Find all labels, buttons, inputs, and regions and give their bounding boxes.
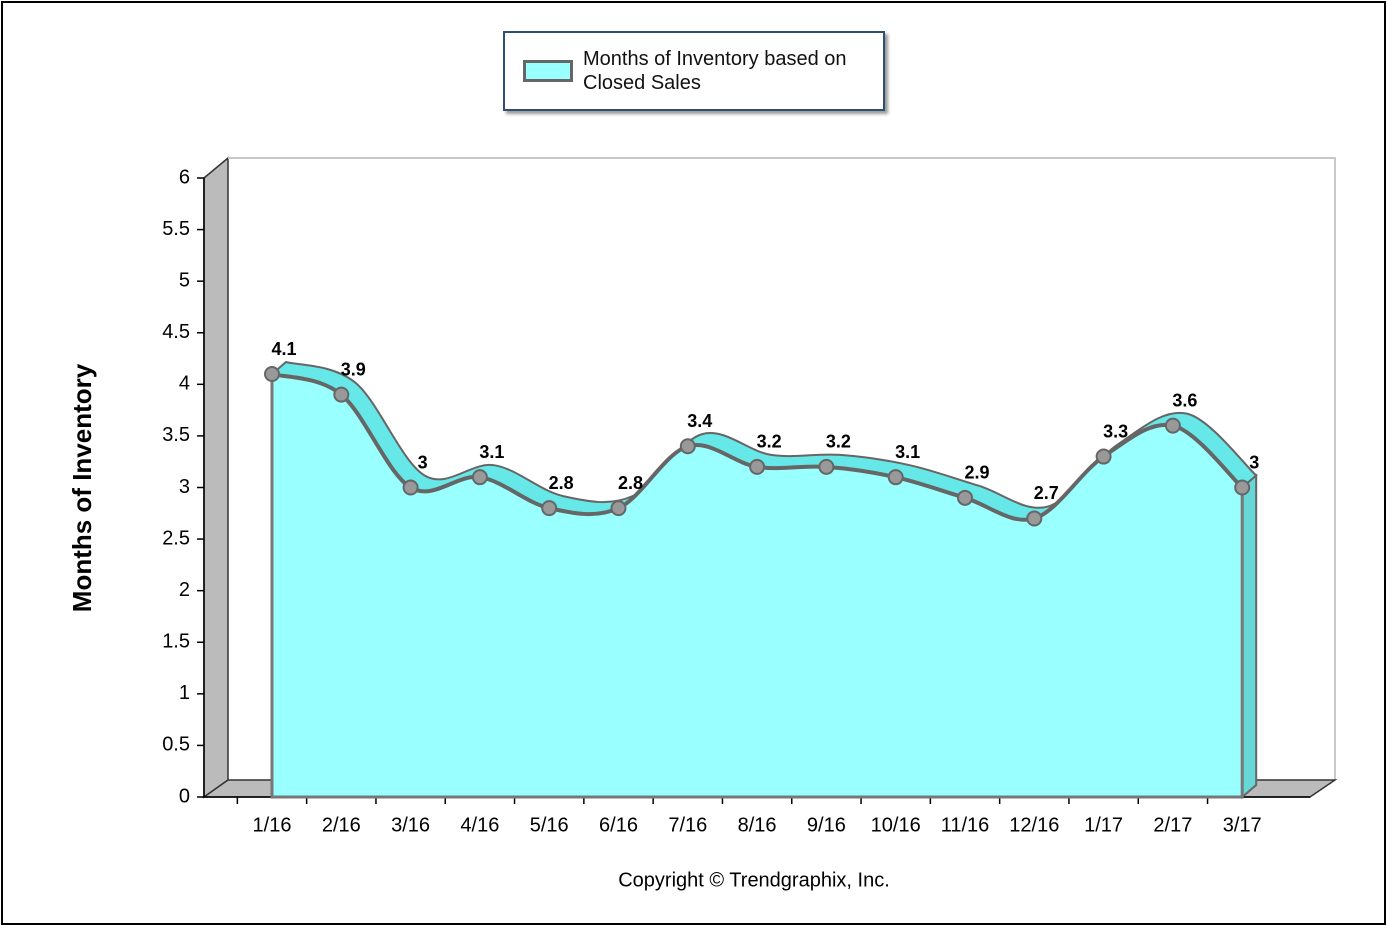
y-tick-label: 0.5: [162, 734, 190, 756]
y-tick-label: 5.5: [162, 218, 190, 240]
x-tick-label: 1/16: [253, 814, 292, 836]
data-label: 3: [418, 452, 428, 472]
y-tick-label: 2.5: [162, 527, 190, 549]
data-label: 2.8: [549, 473, 574, 493]
x-tick-label: 1/17: [1084, 814, 1123, 836]
y-tick-label: 4.5: [162, 321, 190, 343]
side-wall: [203, 156, 229, 799]
point: [333, 386, 350, 403]
x-tick-label: 2/16: [322, 814, 361, 836]
point: [1164, 417, 1181, 434]
x-tick-label: 6/16: [599, 814, 638, 836]
point: [264, 366, 280, 383]
data-label: 3.1: [479, 442, 504, 462]
x-tick-label: 9/16: [807, 814, 846, 836]
data-label: 2.7: [1034, 483, 1059, 503]
x-tick-label: 10/16: [871, 814, 921, 836]
legend: Months of Inventory based on Closed Sale…: [503, 31, 885, 111]
point: [749, 458, 766, 475]
y-axis-title: Months of Inventory: [67, 363, 97, 612]
plot: 0 0.5 1 1.5 2 2.5 3 3.5 4 4.5 5 5.5 6 1/16 2/16 3/16 4/1…: [162, 166, 1261, 836]
point: [887, 469, 904, 486]
x-tick-label: 8/16: [738, 814, 777, 836]
data-label: 3.4: [687, 411, 712, 431]
point: [1026, 510, 1043, 527]
y-tick-label: 0: [179, 785, 190, 807]
point: [610, 500, 627, 517]
y-tick-label: 6: [179, 166, 190, 188]
data-label: 3: [1249, 452, 1259, 472]
data-label: 2.8: [618, 473, 643, 493]
copyright: Copyright © Trendgraphix, Inc.: [618, 869, 890, 891]
y-tick-label: 3.5: [162, 424, 190, 446]
data-label: 3.2: [757, 432, 782, 452]
data-label: 2.9: [964, 463, 989, 483]
data-label: 3.2: [826, 432, 851, 452]
x-tick-label: 12/16: [1009, 814, 1059, 836]
legend-label: Months of Inventory based on Closed Sale…: [583, 48, 847, 94]
x-tick-label: 4/16: [460, 814, 499, 836]
data-label: 3.1: [895, 442, 920, 462]
y-tick-label: 5: [179, 269, 190, 291]
data-label: 3.3: [1103, 421, 1128, 441]
point: [957, 489, 973, 506]
point: [402, 479, 419, 496]
y-tick-label: 1: [179, 682, 190, 704]
x-tick-label: 7/16: [668, 814, 707, 836]
point: [1095, 448, 1112, 465]
y-tick-label: 1.5: [162, 631, 190, 653]
x-tick-label: 11/16: [941, 814, 990, 836]
point: [818, 458, 835, 475]
legend-swatch: [523, 60, 573, 82]
data-label: 4.1: [271, 339, 296, 359]
point: [1234, 479, 1251, 496]
x-tick-label: 3/17: [1223, 814, 1262, 836]
point: [471, 469, 488, 486]
x-tick-label: 2/17: [1153, 814, 1192, 836]
data-label: 3.9: [341, 359, 366, 379]
point: [679, 438, 696, 455]
y-tick-label: 2: [179, 579, 190, 601]
area-side: [1241, 473, 1258, 800]
y-tick-label: 4: [179, 373, 190, 395]
data-label: 3.6: [1172, 390, 1197, 410]
x-tick-label: 3/16: [391, 814, 430, 836]
y-tick-label: 3: [179, 476, 190, 498]
x-tick-label: 5/16: [530, 814, 569, 836]
point: [541, 500, 558, 517]
back-wall: [228, 157, 1336, 780]
